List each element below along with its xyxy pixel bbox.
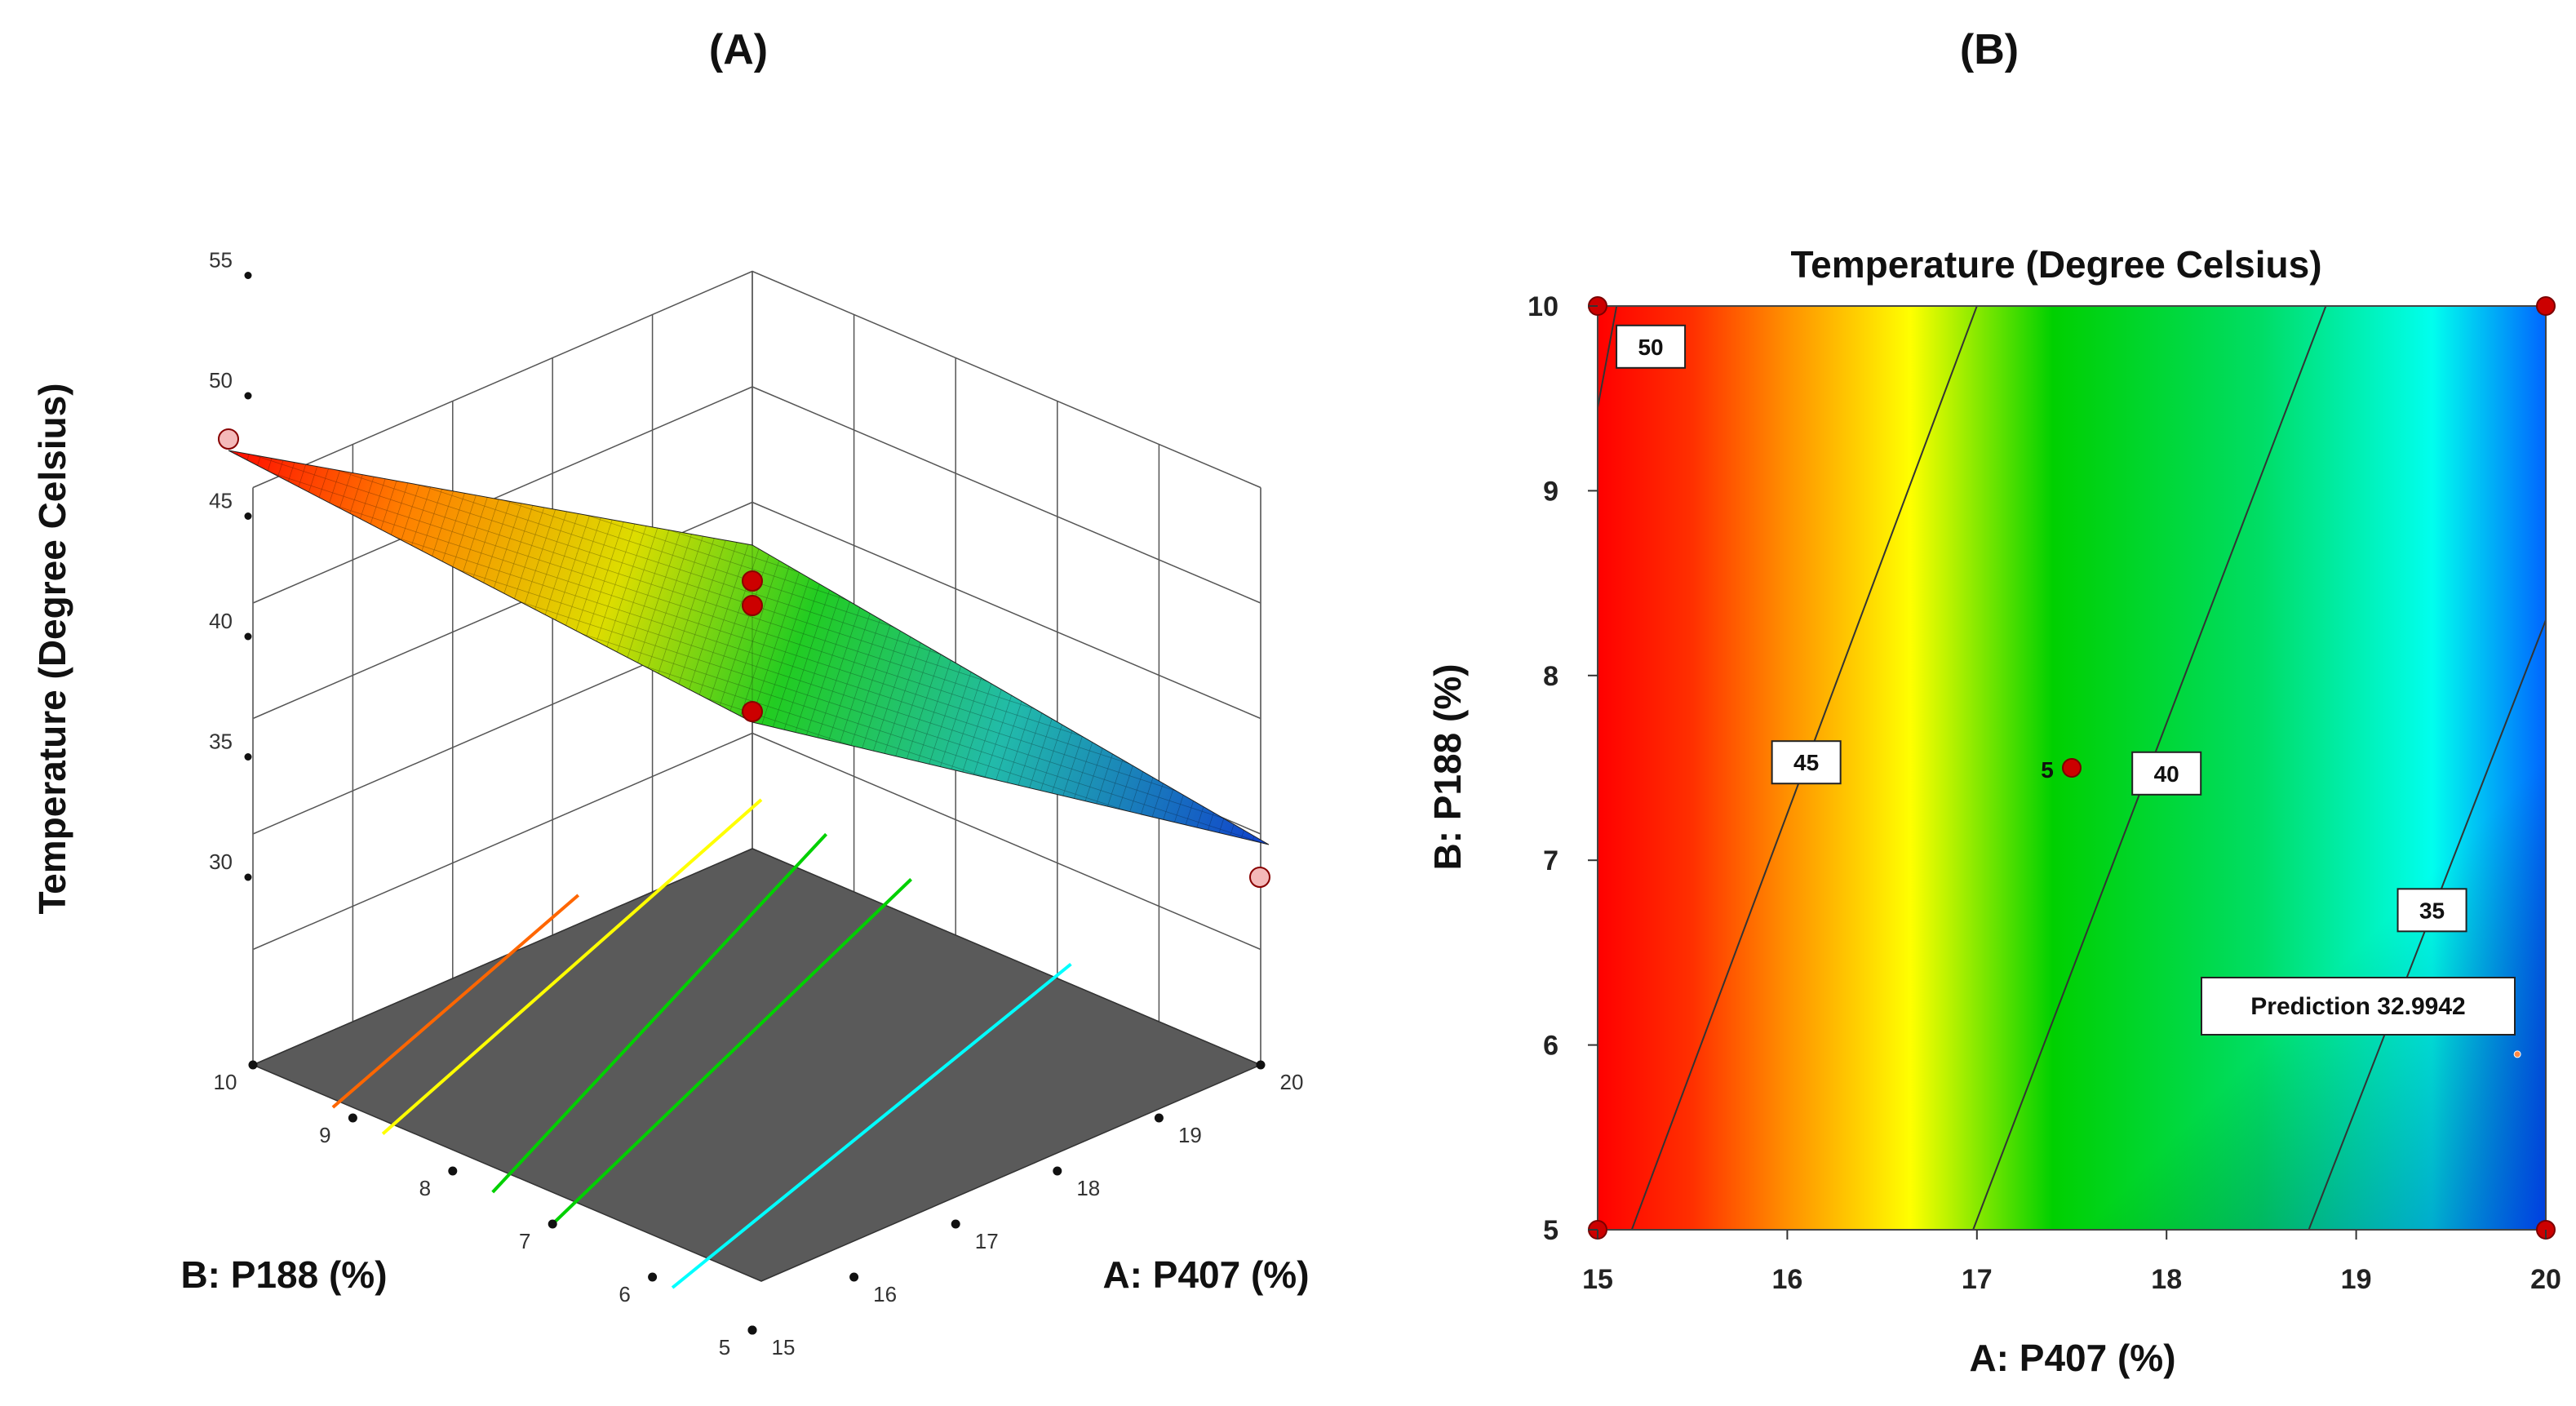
design-point-3d (218, 428, 239, 450)
y-tick-label: 9 (319, 1123, 330, 1147)
x-tick-label-2d: 18 (2151, 1264, 2182, 1295)
floor-plane-fill (251, 848, 1262, 1282)
y-tick-label-2d: 6 (1543, 1031, 1558, 1062)
y-tick-label: 8 (419, 1176, 431, 1200)
y-tick-label: 10 (214, 1070, 237, 1094)
floor-contour (551, 878, 912, 1226)
design-point-3d (1249, 867, 1270, 888)
design-point-2d (2536, 296, 2556, 316)
wall-grid-line (252, 501, 1261, 720)
contour-label-text: 45 (1793, 750, 1819, 775)
y-tick-label-2d: 8 (1543, 661, 1558, 692)
z-tick-mark (244, 512, 252, 520)
x-tick-mark (951, 1219, 960, 1229)
contour-label-text: 40 (2154, 761, 2179, 787)
z-axis-title: Temperature (Degree Celsius) (31, 383, 73, 914)
z-tick-label: 50 (209, 368, 233, 393)
contour-label-box (2131, 751, 2202, 796)
contour-label-text: 50 (1638, 335, 1663, 360)
design-point-3d (742, 595, 763, 616)
y-axis-title-2d: B: P188 (%) (1426, 663, 1469, 870)
y-tick-mark (348, 1113, 357, 1123)
z-tick-mark (244, 753, 252, 761)
x-tick-label: 15 (772, 1335, 796, 1359)
contour-label-box (2396, 888, 2467, 933)
x-tick-mark (1154, 1113, 1164, 1123)
floor-contour (491, 832, 828, 1194)
response-surface (228, 450, 1270, 845)
x-tick-mark (747, 1325, 757, 1335)
x-tick-label: 20 (1280, 1070, 1304, 1094)
floor-contour (671, 962, 1072, 1289)
wall-grid-line (252, 732, 1261, 951)
y-tick-label: 6 (619, 1282, 630, 1306)
x-tick-mark (1053, 1166, 1062, 1176)
design-point-3d (742, 570, 763, 592)
y-tick-label-2d: 5 (1543, 1215, 1558, 1246)
z-tick-label: 45 (209, 489, 233, 513)
design-points-3d (218, 428, 1270, 888)
contour-label-box (1616, 324, 1687, 369)
y-tick-label-2d: 7 (1543, 845, 1558, 876)
z-tick-label: 30 (209, 849, 233, 874)
x-tick-label-2d: 16 (1771, 1264, 1802, 1295)
contour-label-text: 35 (2419, 898, 2445, 923)
x-tick-label: 16 (873, 1282, 897, 1306)
y-tick-label-2d: 9 (1543, 476, 1558, 507)
x-tick-label-2d: 20 (2530, 1264, 2561, 1295)
contour-label-box (1771, 740, 1842, 785)
x-tick-label-2d: 19 (2341, 1264, 2372, 1295)
x-axis-title-2d: A: P407 (%) (1969, 1337, 2175, 1379)
ticks-2d: 15 16 17 18 19 20 5 6 7 8 9 10 (1527, 291, 2561, 1295)
panel-label-a: (A) (709, 26, 768, 73)
floor-contour (381, 798, 763, 1135)
contour-labels: 50 45 40 35 Prediction 32.9942 (1616, 324, 2521, 1058)
z-tick-mark (244, 272, 252, 279)
contour-plot: Temperature (Degree Celsius) 50 45 40 35 Pre… (1426, 243, 2561, 1379)
floor-contour (331, 894, 580, 1109)
floor-plane (251, 798, 1262, 1289)
x-tick-label-2d: 17 (1962, 1264, 1993, 1295)
y-tick-mark (448, 1166, 458, 1176)
z-tick-label: 40 (209, 609, 233, 633)
z-tick-mark (244, 392, 252, 400)
center-point (2062, 758, 2082, 778)
contour-title: Temperature (Degree Celsius) (1790, 243, 2321, 286)
y-tick-label: 7 (519, 1229, 530, 1253)
z-tick-mark (244, 873, 252, 881)
x-tick-label: 18 (1076, 1176, 1100, 1200)
prediction-marker (2513, 1050, 2521, 1058)
z-tick-label: 55 (209, 248, 233, 273)
center-point-count: 5 (2041, 757, 2054, 783)
y-tick-mark (548, 1219, 557, 1229)
wall-grid-line (252, 270, 1261, 489)
x-tick-label: 17 (975, 1229, 999, 1253)
y-tick-mark (248, 1060, 258, 1070)
y-tick-mark (648, 1272, 658, 1282)
prediction-box (2201, 977, 2516, 1036)
x-tick-mark (1256, 1060, 1266, 1070)
prediction-text: Prediction 32.9942 (2250, 993, 2465, 1020)
contour-line (1598, 306, 1618, 408)
y-axis-title-3d: B: P188 (%) (180, 1253, 387, 1296)
x-tick-label: 19 (1178, 1123, 1202, 1147)
x-axis-title-3d: A: P407 (%) (1102, 1253, 1309, 1296)
x-tick-label-2d: 15 (1582, 1264, 1613, 1295)
panel-label-b: (B) (1960, 26, 2019, 73)
surface-mesh (228, 450, 1269, 845)
y-tick-label-2d: 10 (1527, 291, 1558, 322)
z-tick-mark (244, 632, 252, 641)
x-tick-mark (849, 1272, 859, 1282)
design-point-3d (742, 701, 763, 722)
contour-frame (1597, 305, 2547, 1231)
y-tick-label: 5 (719, 1335, 730, 1359)
z-tick-label: 35 (209, 730, 233, 754)
